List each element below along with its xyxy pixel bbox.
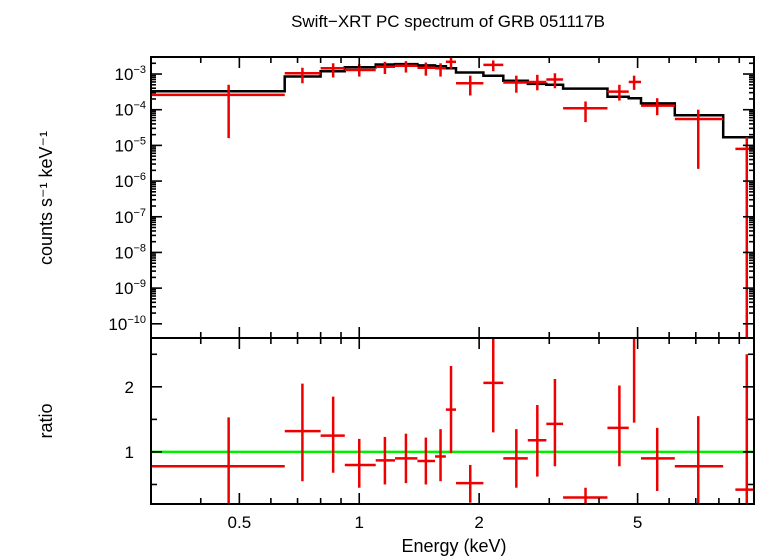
spec-y-tick-label-1: 10−4 xyxy=(115,100,146,120)
ratio-point-17 xyxy=(632,338,636,423)
spectrum-point-9 xyxy=(445,57,457,69)
x-tick-label-1: 1 xyxy=(355,513,364,532)
ratio-point-1 xyxy=(151,417,285,504)
spectrum-point-8 xyxy=(435,63,446,77)
x-tick-label-3: 5 xyxy=(633,513,642,532)
spectrum-frame xyxy=(150,56,755,339)
spectrum-panel xyxy=(151,57,754,338)
spec-y-tick-label-7: 10−10 xyxy=(108,314,146,334)
spec-y-tick-label-0: 10−3 xyxy=(115,64,146,84)
ratio-point-2 xyxy=(284,383,321,482)
spec-y-tick-label-6: 10−9 xyxy=(115,278,146,298)
ratio-y-tick-label-1: 2 xyxy=(125,378,134,397)
spectrum-point-3 xyxy=(320,63,345,78)
spec-y-tick-label-5: 10−8 xyxy=(115,242,146,262)
spectrum-point-14 xyxy=(546,73,564,89)
ratio-point-20 xyxy=(735,354,754,504)
chart-title: Swift−XRT PC spectrum of GRB 051117B xyxy=(291,12,605,31)
ratio-panel xyxy=(151,338,754,504)
spectrum-point-10 xyxy=(456,75,484,96)
ratio-point-19 xyxy=(674,416,724,504)
spectrum-point-20 xyxy=(735,137,754,338)
ratio-point-14 xyxy=(546,379,564,467)
x-tick-label-0: 0.5 xyxy=(228,513,252,532)
spec-y-tick-label-2: 10−5 xyxy=(115,135,146,155)
ratio-point-18 xyxy=(641,427,675,491)
model-line xyxy=(151,62,754,139)
ratio-point-15 xyxy=(563,487,608,504)
spectrum-point-11 xyxy=(483,60,504,72)
ratio-frame xyxy=(150,337,755,505)
spectrum-point-7 xyxy=(417,62,436,76)
spectrum-point-18 xyxy=(641,98,675,116)
ratio-y-tick-label-0: 1 xyxy=(125,443,134,462)
spectrum-point-19 xyxy=(674,109,724,169)
ratio-point-3 xyxy=(320,396,345,473)
ratio-point-4 xyxy=(344,438,376,488)
spectrum-point-5 xyxy=(375,61,396,75)
ratio-point-12 xyxy=(503,429,528,488)
spectrum-point-2 xyxy=(284,67,321,84)
x-tick-label-2: 2 xyxy=(474,513,483,532)
spec-y-tick-label-4: 10−7 xyxy=(115,207,146,227)
x-axis-label: Energy (keV) xyxy=(401,536,506,556)
spectrum-point-12 xyxy=(503,75,528,93)
ratio-point-6 xyxy=(395,433,418,484)
ratio-point-16 xyxy=(607,385,629,467)
ratio-point-8 xyxy=(435,429,446,482)
ratio-point-7 xyxy=(417,437,436,485)
spectrum-point-6 xyxy=(395,61,418,73)
spectrum-point-16 xyxy=(607,84,629,101)
spectrum-y-axis-label: counts s⁻¹ keV⁻¹ xyxy=(36,131,56,265)
spectrum-point-4 xyxy=(344,64,376,77)
spec-y-tick-label-3: 10−6 xyxy=(115,171,146,191)
spectrum-point-13 xyxy=(527,74,547,91)
ratio-point-10 xyxy=(456,464,484,503)
ratio-point-9 xyxy=(445,365,457,454)
ratio-point-13 xyxy=(527,405,547,477)
ratio-y-axis-label: ratio xyxy=(36,403,56,438)
ratio-point-5 xyxy=(375,436,396,485)
spectrum-point-15 xyxy=(563,101,608,123)
spectrum-point-1 xyxy=(151,84,285,139)
ratio-point-11 xyxy=(483,338,504,433)
spectrum-point-17 xyxy=(628,75,642,90)
